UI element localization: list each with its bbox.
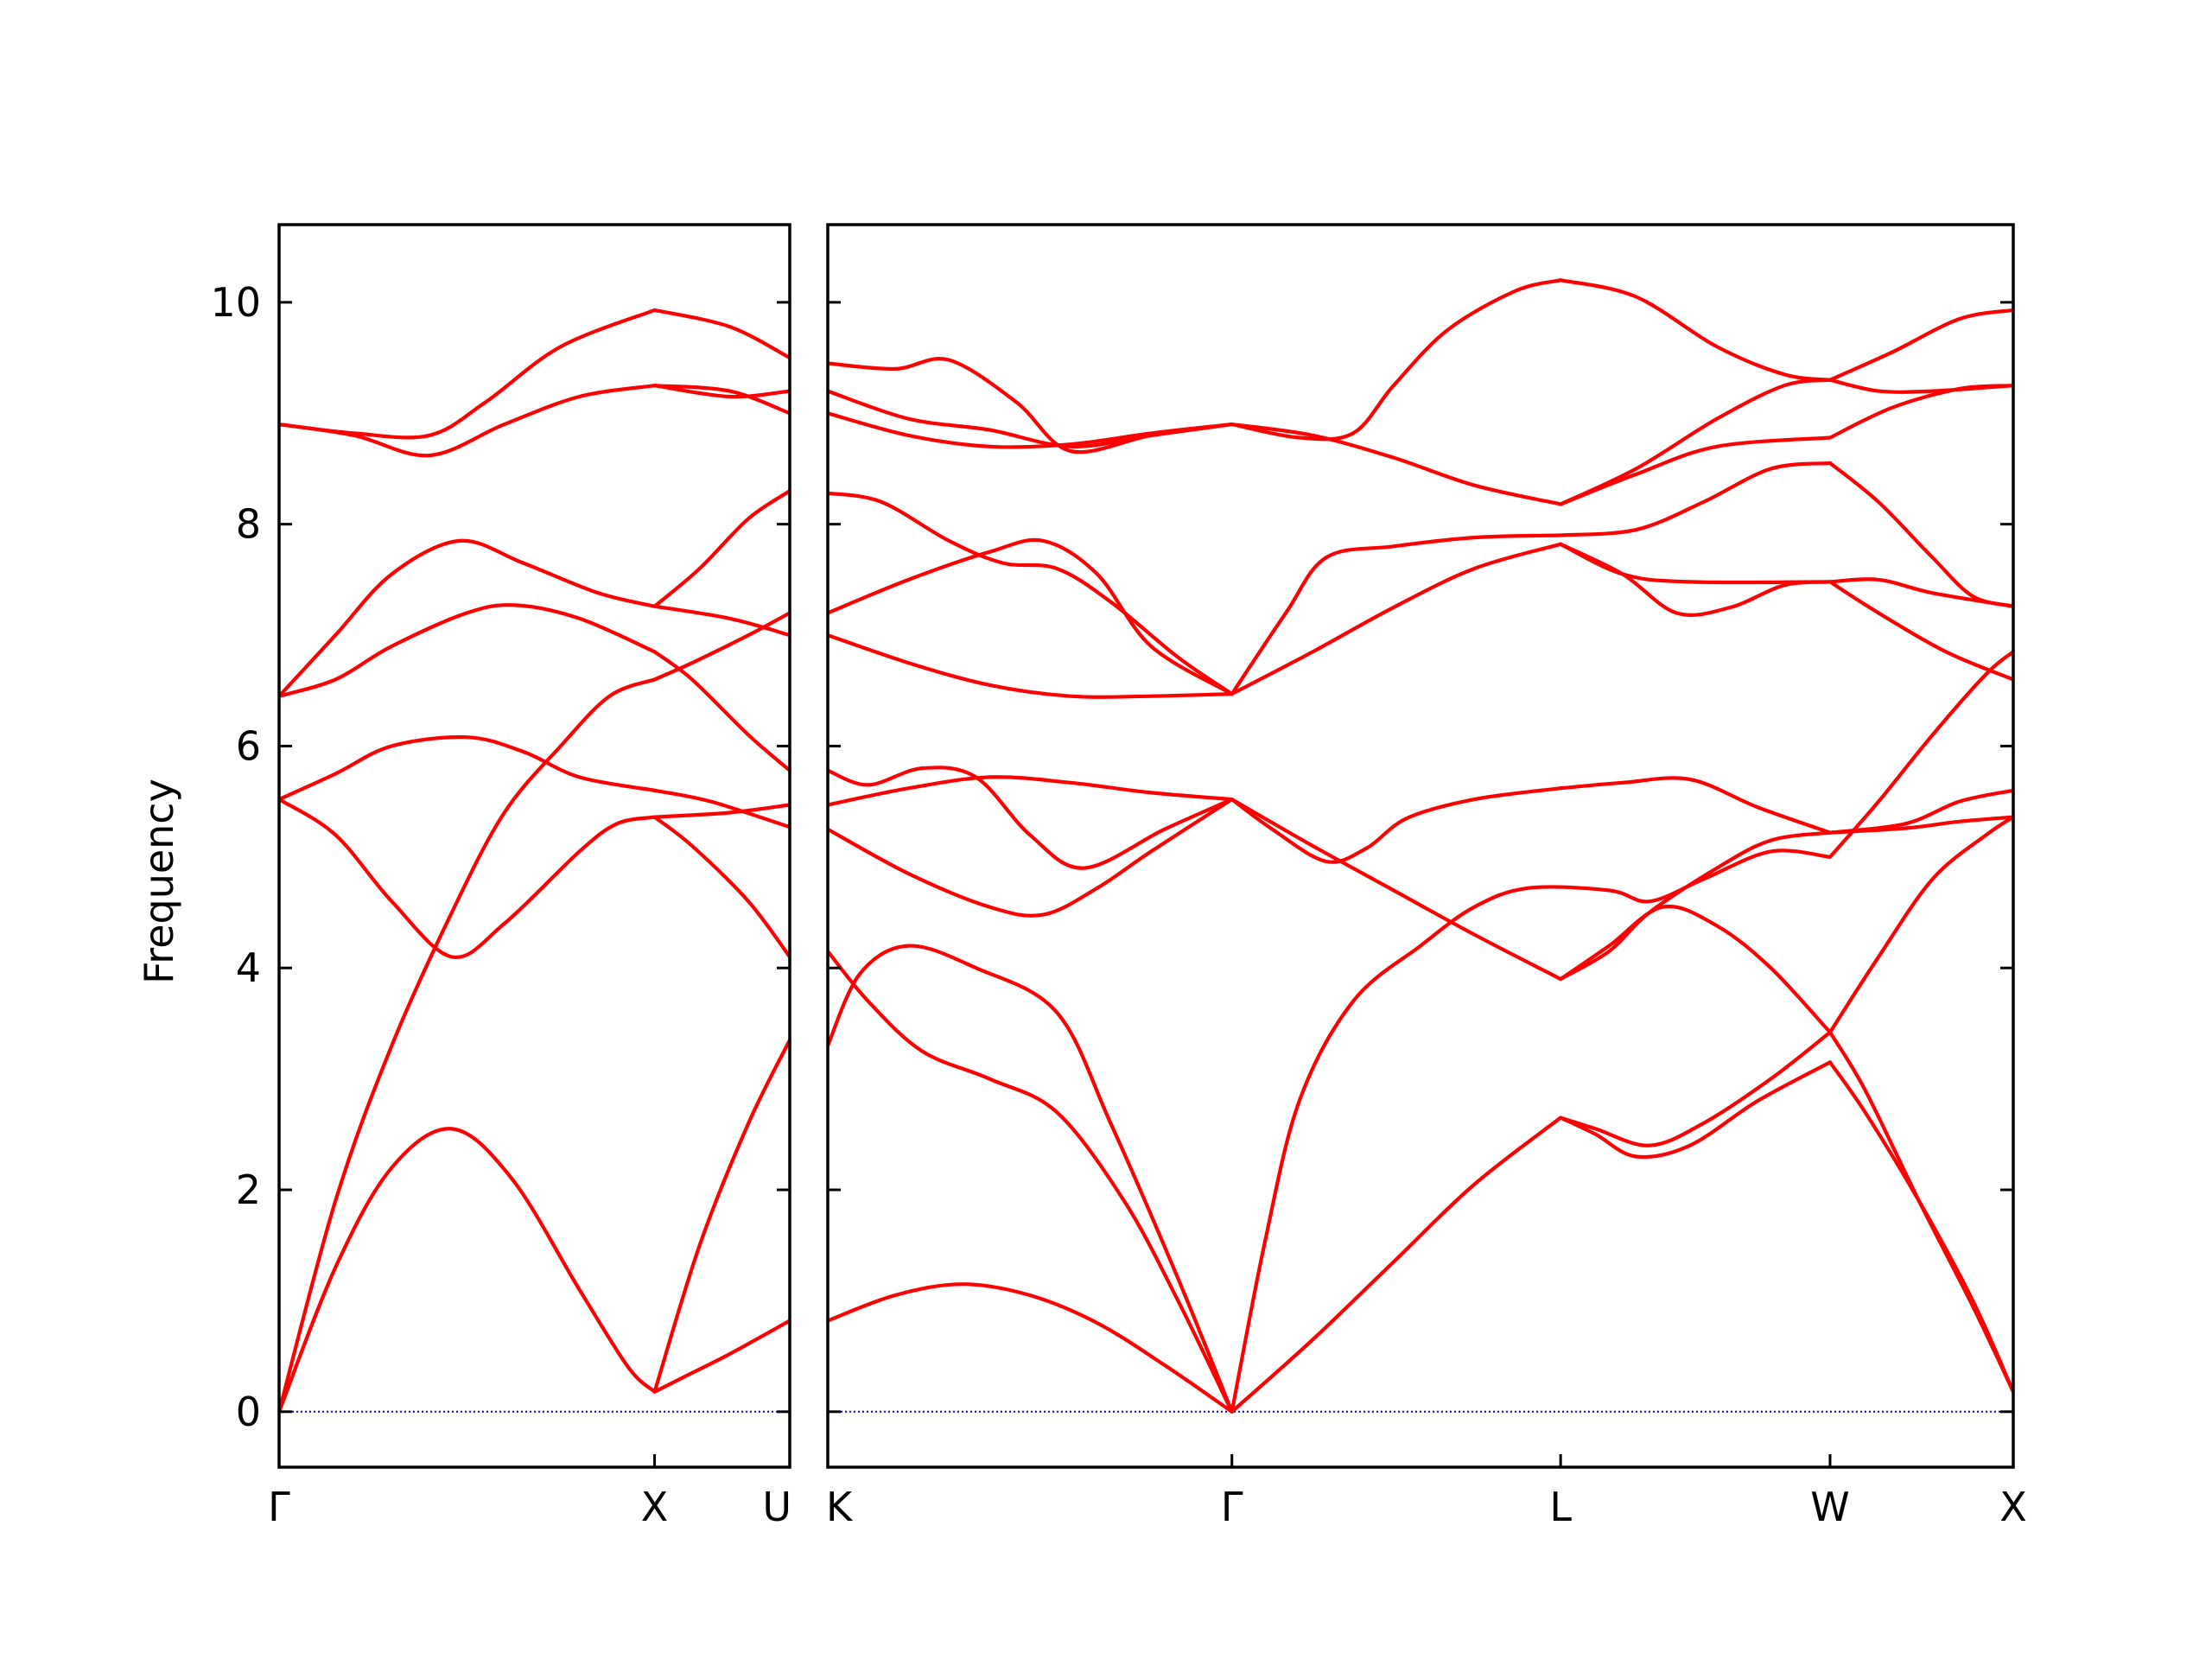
band-line-right-17: [1559, 904, 1833, 1034]
band-line-right-16: [1230, 798, 1563, 982]
band-line-right-42: [1827, 384, 2013, 440]
band-line-right-32: [828, 411, 1234, 449]
band-line-right-11: [828, 798, 1234, 918]
band-line-right-31: [1827, 580, 2013, 682]
band-line-right-27: [1559, 542, 1833, 585]
y-tick-label: 0: [236, 1389, 261, 1435]
band-line-right-5: [1559, 1030, 1833, 1147]
band-line-left-8: [279, 734, 657, 802]
y-tick-label: 2: [236, 1166, 261, 1213]
band-line-left-5: [279, 798, 657, 959]
band-line-right-9: [1827, 650, 2013, 859]
band-line-right-25: [1230, 542, 1563, 696]
band-line-right-36: [1230, 278, 1563, 442]
band-line-right-38: [1559, 378, 1833, 506]
band-line-right-26: [1559, 542, 1833, 617]
band-line-right-29: [1827, 461, 2013, 608]
band-line-right-34: [828, 357, 1234, 454]
band-line-left-13: [652, 489, 790, 608]
x-tick-label: X: [1999, 1484, 2027, 1530]
y-axis-ticks: 0 2 4 6 8 10: [210, 279, 261, 1435]
y-tick-label: 4: [236, 944, 261, 991]
band-line-right-3: [1230, 1116, 1563, 1414]
band-line-right-7: [1827, 1030, 2013, 1394]
band-line-right-37: [1559, 278, 1833, 382]
y-tick-label: 10: [210, 279, 261, 326]
band-line-right-21: [828, 633, 1234, 699]
x-tick-label: Γ: [268, 1484, 290, 1530]
plot-frame-right: [826, 223, 2015, 1469]
band-line-right-33: [828, 389, 1234, 448]
band-line-right-23: [828, 491, 1234, 696]
band-line-left-2: [279, 677, 657, 1414]
band-line-right-0: [828, 1282, 1234, 1414]
band-line-right-14: [1230, 786, 1563, 864]
band-line-left-10: [279, 603, 657, 698]
band-line-left-9: [652, 788, 790, 830]
plot-frame-left: [277, 223, 791, 1469]
band-line-right-20: [1827, 815, 2013, 835]
band-line-right-24: [1230, 533, 1563, 696]
band-line-left-14: [652, 604, 790, 638]
band-line-right-39: [1559, 435, 1833, 506]
band-line-left-18: [652, 308, 790, 360]
band-line-right-8: [1230, 849, 1833, 1414]
x-tick-label: U: [762, 1484, 791, 1530]
y-axis-label: Frequency: [136, 779, 182, 984]
band-line-right-1: [828, 944, 1234, 1414]
band-line-left-0: [279, 1127, 657, 1414]
band-line-right-30: [1827, 577, 2013, 608]
band-line-left-4: [652, 1038, 790, 1394]
band-line-right-2: [828, 949, 1234, 1414]
band-line-left-17: [279, 308, 657, 440]
x-tick-label: L: [1549, 1484, 1572, 1530]
band-line-right-41: [1827, 308, 2013, 382]
band-line-right-10: [1827, 815, 2013, 1034]
band-line-left-19: [652, 384, 790, 399]
y-tick-label: 8: [236, 501, 261, 548]
band-line-left-1: [652, 1319, 790, 1394]
band-line-right-13: [828, 775, 1234, 807]
band-line-left-7: [652, 803, 790, 819]
band-line-right-35: [1230, 423, 1563, 506]
x-tick-label: X: [641, 1484, 669, 1530]
x-tick-label: Γ: [1221, 1484, 1243, 1530]
band-line-left-12: [279, 538, 657, 698]
band-line-left-6: [652, 815, 790, 959]
band-line-right-28: [1559, 461, 1833, 537]
band-line-left-3: [652, 611, 790, 682]
band-line-right-15: [1559, 776, 1833, 835]
x-tick-label: K: [826, 1484, 854, 1530]
y-tick-label: 6: [236, 722, 261, 769]
band-line-right-22: [828, 537, 1234, 696]
band-line-right-18: [1559, 830, 1833, 982]
band-line-right-6: [1827, 1060, 2013, 1394]
band-line-left-11: [652, 650, 790, 772]
x-tick-label: W: [1810, 1484, 1849, 1530]
band-line-left-15: [279, 384, 657, 458]
band-line-left-16: [652, 384, 790, 416]
band-line-right-4: [1559, 1060, 1833, 1160]
band-line-right-12: [828, 766, 1234, 870]
